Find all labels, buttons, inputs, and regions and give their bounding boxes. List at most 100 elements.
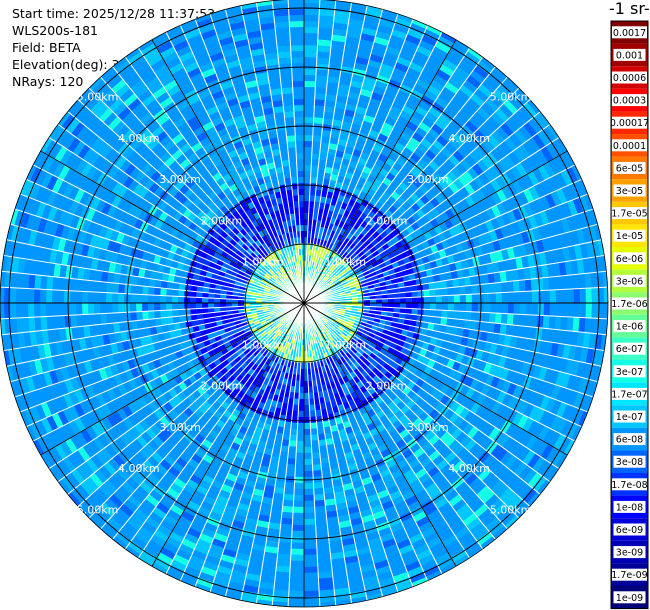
ppi-cell bbox=[34, 274, 42, 290]
ppi-cell bbox=[308, 213, 314, 220]
ppi-cell bbox=[466, 517, 482, 532]
ppi-cell bbox=[368, 332, 376, 339]
ppi-cell bbox=[505, 270, 513, 282]
ppi-cell bbox=[519, 303, 526, 315]
ppi-cell bbox=[323, 260, 328, 267]
ppi-cell bbox=[392, 419, 403, 430]
ppi-cell bbox=[322, 118, 334, 126]
ppi-cell bbox=[317, 33, 333, 41]
ppi-cell bbox=[468, 266, 476, 277]
ppi-cell bbox=[330, 46, 345, 55]
ppi-cell bbox=[325, 254, 331, 262]
ppi-cell bbox=[392, 312, 400, 319]
ppi-cell bbox=[341, 183, 350, 191]
ppi-cell bbox=[475, 349, 484, 361]
ppi-cell bbox=[389, 490, 403, 501]
ppi-cell bbox=[324, 166, 333, 174]
ppi-cell bbox=[495, 465, 510, 480]
ppi-cell bbox=[402, 490, 415, 501]
ppi-cell bbox=[106, 292, 113, 303]
ppi-cell bbox=[316, 277, 321, 283]
ppi-cell bbox=[531, 290, 538, 303]
ppi-cell bbox=[335, 447, 345, 456]
ppi-cell bbox=[480, 489, 495, 504]
ppi-cell bbox=[319, 328, 324, 335]
ppi-cell bbox=[357, 348, 365, 356]
ppi-cell bbox=[523, 121, 537, 138]
ppi-cell bbox=[532, 422, 545, 438]
ppi-cell bbox=[335, 181, 343, 189]
ppi-cell bbox=[427, 128, 440, 140]
ppi-cell bbox=[329, 285, 337, 290]
ppi-cell bbox=[341, 476, 353, 485]
ppi-cell bbox=[518, 279, 526, 292]
ppi-cell bbox=[355, 162, 366, 172]
ppi-cell bbox=[338, 312, 345, 316]
ppi-cell bbox=[331, 34, 347, 43]
ppi-cell bbox=[503, 154, 516, 170]
ppi-cell bbox=[349, 6, 367, 16]
ppi-cell bbox=[491, 333, 500, 345]
ppi-cell bbox=[590, 272, 598, 288]
ppi-cell bbox=[349, 235, 357, 243]
ppi-cell bbox=[287, 403, 294, 411]
ppi-cell bbox=[439, 373, 449, 384]
ppi-cell bbox=[369, 342, 377, 349]
ppi-cell bbox=[527, 453, 541, 469]
ppi-cell bbox=[360, 362, 368, 370]
ppi-cell bbox=[515, 256, 524, 270]
ppi-cell bbox=[336, 285, 344, 291]
ppi-cell bbox=[448, 544, 465, 558]
ppi-cell bbox=[437, 416, 449, 428]
ppi-cell bbox=[327, 280, 334, 286]
ppi-cell bbox=[392, 287, 400, 294]
ppi-cell bbox=[304, 159, 312, 166]
ppi-cell bbox=[277, 463, 288, 471]
ppi-cell bbox=[361, 120, 373, 130]
ppi-cell bbox=[321, 282, 328, 288]
ppi-cell bbox=[380, 375, 389, 384]
ppi-cell bbox=[355, 540, 370, 550]
ppi-cell bbox=[317, 565, 333, 573]
ppi-cell bbox=[528, 214, 538, 229]
ppi-cell bbox=[396, 538, 412, 550]
ppi-cell bbox=[453, 415, 465, 428]
ppi-cell bbox=[352, 148, 363, 158]
ppi-cell bbox=[417, 296, 424, 303]
ppi-cell bbox=[429, 337, 438, 346]
ppi-cell bbox=[271, 504, 283, 512]
ppi-cell bbox=[420, 391, 431, 402]
ppi-cell bbox=[315, 75, 328, 83]
ppi-cell bbox=[572, 197, 584, 214]
ppi-cell bbox=[415, 105, 429, 117]
ppi-cell bbox=[368, 129, 380, 139]
ppi-cell bbox=[447, 516, 463, 530]
ppi-cell bbox=[512, 207, 523, 222]
ppi-cell bbox=[118, 303, 125, 313]
ppi-cell bbox=[357, 273, 365, 279]
ppi-cell bbox=[431, 171, 443, 183]
ppi-cell bbox=[321, 129, 332, 138]
ppi-cell bbox=[325, 330, 331, 337]
ppi-cell bbox=[332, 332, 338, 339]
ppi-cell bbox=[535, 239, 545, 254]
ppi-cell bbox=[404, 313, 412, 320]
ppi-cell bbox=[339, 356, 347, 364]
ppi-cell bbox=[446, 279, 454, 288]
ppi-cell bbox=[427, 253, 436, 263]
ppi-cell bbox=[480, 264, 488, 275]
ppi-cell bbox=[118, 293, 125, 303]
ppi-cell bbox=[317, 171, 325, 179]
ppi-cell bbox=[289, 566, 304, 573]
ppi-cell bbox=[304, 590, 320, 597]
ppi-cell bbox=[486, 352, 496, 365]
ppi-cell bbox=[261, 563, 277, 572]
ppi-cell bbox=[324, 324, 330, 330]
ppi-cell bbox=[453, 224, 463, 235]
ppi-cell bbox=[402, 324, 410, 331]
ppi-cell bbox=[464, 51, 481, 66]
ppi-cell bbox=[463, 346, 473, 357]
ppi-cell bbox=[499, 487, 514, 503]
ppi-cell bbox=[399, 303, 406, 309]
ppi-cell bbox=[443, 264, 451, 274]
